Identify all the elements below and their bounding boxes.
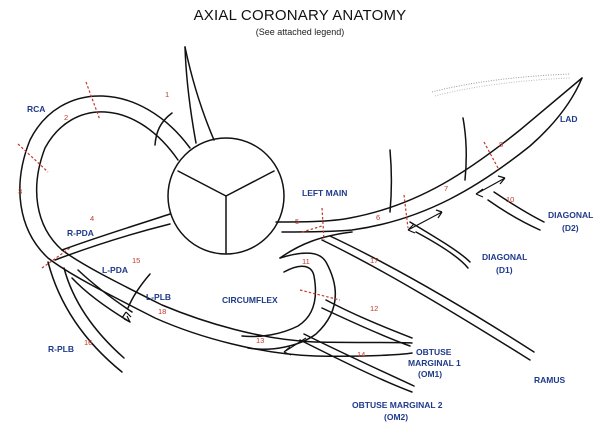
d2-wall-b	[493, 191, 545, 223]
label-l-plb: L-PLB	[146, 292, 171, 302]
rca-inner-wall	[35, 111, 413, 344]
label-om1-line1: OBTUSE	[416, 347, 452, 357]
rca-vessel	[19, 95, 413, 358]
cut-line-circumflex	[299, 289, 341, 301]
om1-vessel	[321, 299, 413, 347]
label-om2-line1: OBTUSE MARGINAL 2	[352, 400, 443, 410]
label-diagonal-d2-name: DIAGONAL	[548, 210, 593, 220]
segment-number-1: 1	[165, 90, 169, 99]
label-om2-line2: (OM2)	[384, 412, 408, 422]
om2-wall-a	[299, 339, 413, 393]
vessel-labels: RCA LAD LEFT MAIN DIAGONAL (D2) DIAGONAL…	[27, 104, 593, 422]
diagram-subtitle: (See attached legend)	[255, 27, 345, 37]
ramus-wall-a	[321, 239, 531, 361]
segment-number-8: 8	[499, 140, 503, 149]
segment-number-6: 6	[376, 213, 380, 222]
l-pda-arrow	[123, 315, 131, 323]
l-pda-vessel-b	[77, 269, 133, 313]
cut-line-left-main	[321, 207, 325, 241]
ramus-wall-b	[329, 235, 535, 353]
great-vessel-left-wall	[184, 46, 197, 144]
cut-line-lad-6-7	[403, 194, 409, 229]
circumflex-vessel	[241, 252, 336, 350]
ramus-vessel	[321, 235, 535, 361]
d1-arrow	[407, 209, 443, 234]
aortic-root	[167, 137, 285, 255]
segment-number-16: 16	[84, 338, 92, 347]
label-lad: LAD	[560, 114, 577, 124]
aortic-cusp-line-right	[225, 170, 275, 197]
segment-number-7: 7	[444, 184, 448, 193]
om1-wall-a	[325, 299, 413, 339]
r-pda-lower-wall	[54, 223, 171, 261]
l-plb-arrow	[121, 311, 132, 319]
label-left-main: LEFT MAIN	[302, 188, 347, 198]
segment-number-12: 12	[370, 304, 378, 313]
cut-line-lm-lad	[301, 225, 323, 233]
om2-wall-b	[303, 333, 415, 387]
great-vessel-spike	[184, 46, 215, 144]
diagonal-d2-vessel	[475, 175, 545, 231]
segment-number-4: 4	[90, 214, 94, 223]
label-diagonal-d1-name: DIAGONAL	[482, 252, 527, 262]
label-r-pda: R-PDA	[67, 228, 94, 238]
cut-line-rca-1-2	[85, 81, 101, 121]
cut-line-rca-3-4	[41, 247, 71, 269]
segment-number-14: 14	[357, 350, 365, 359]
label-om1-line3: (OM1)	[418, 369, 442, 379]
lad-septal-2	[462, 117, 468, 181]
label-diagonal-d1-code: (D1)	[496, 265, 513, 275]
diagram-title: AXIAL CORONARY ANATOMY	[193, 7, 407, 24]
lad-upper-wall	[275, 77, 583, 223]
left-main-lad	[275, 77, 583, 259]
lad-septal-1	[389, 149, 393, 213]
om2-vessel	[283, 333, 415, 393]
segment-number-2: 2	[64, 113, 68, 122]
r-pda-vessel	[54, 213, 171, 261]
r-plb-outer-wall	[47, 261, 123, 373]
diagonal-d1-vessel	[407, 209, 471, 269]
segment-number-5: 5	[295, 217, 299, 226]
d2-wall-a	[487, 199, 541, 231]
d1-wall-b	[415, 231, 469, 269]
lad-lower-wall	[281, 77, 583, 233]
label-om1-line2: MARGINAL 1	[408, 358, 461, 368]
label-r-plb: R-PLB	[48, 344, 74, 354]
label-l-pda: L-PDA	[102, 265, 128, 275]
label-circumflex: CIRCUMFLEX	[222, 295, 278, 305]
segment-number-17: 17	[370, 256, 378, 265]
r-pda-upper-wall	[61, 213, 171, 251]
label-diagonal-d2-code: (D2)	[562, 223, 579, 233]
label-rca: RCA	[27, 104, 45, 114]
segment-number-3: 3	[18, 187, 22, 196]
great-vessel-right-wall	[184, 46, 215, 141]
left-main-lower-wall	[279, 231, 353, 259]
circumflex-outer-wall	[247, 252, 336, 350]
segment-numbers: 1 2 3 4 5 6 7 8 10 11 12 13 14 15 16 17 …	[18, 90, 514, 359]
segment-number-11: 11	[302, 257, 310, 266]
segment-cut-lines	[17, 81, 499, 301]
l-plb-vessel	[127, 273, 151, 309]
segment-number-18: 18	[158, 307, 166, 316]
posterior-branches	[47, 261, 151, 373]
r-plb-inner-wall	[63, 267, 125, 359]
cut-line-rca-2-3	[17, 143, 49, 173]
segment-number-10: 10	[506, 195, 514, 204]
om2-arrow	[283, 337, 307, 356]
circumflex-inner-wall	[241, 265, 317, 338]
pulmonary-shadow	[431, 73, 571, 97]
rca-outer-wall	[19, 95, 413, 358]
om1-wall-b	[321, 307, 411, 347]
cut-line-lad-7-8	[483, 141, 499, 169]
segment-number-13: 13	[256, 336, 264, 345]
rca-side-branch	[154, 112, 173, 146]
d1-wall-a	[409, 221, 471, 263]
label-ramus: RAMUS	[534, 375, 565, 385]
aortic-root-outline	[167, 137, 285, 255]
segment-number-15: 15	[132, 256, 140, 265]
aortic-cusp-line-left	[177, 170, 227, 197]
d2-arrow	[475, 175, 506, 198]
